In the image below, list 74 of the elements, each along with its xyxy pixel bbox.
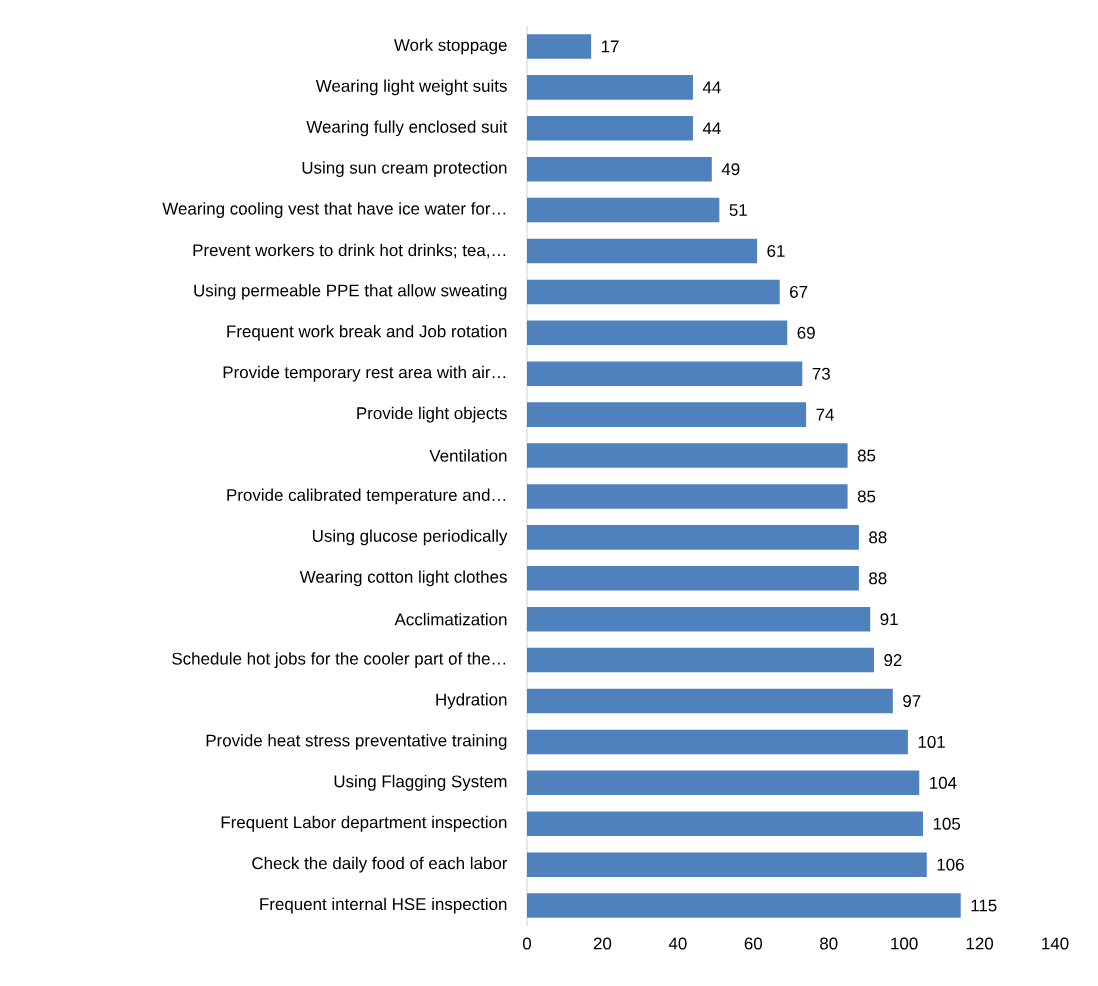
bar: [527, 729, 908, 755]
y-tick-label: Hydration: [436, 693, 507, 709]
y-tick-label: Ventilation: [429, 449, 507, 462]
bar: [527, 811, 924, 837]
data-label: 51: [729, 204, 747, 217]
data-label: 73: [812, 367, 830, 380]
y-tick-label: Wearing cooling vest that have ice water for…: [162, 202, 506, 218]
y-tick-label: Provide calibrated temperature and…: [227, 488, 506, 505]
x-tick-label: 80: [820, 937, 838, 950]
data-label: 85: [857, 449, 876, 462]
y-tick-label: Work stoppage: [393, 38, 507, 55]
bar: [527, 566, 859, 591]
data-label: 44: [702, 122, 721, 135]
x-tick-label: 0: [522, 937, 532, 950]
data-label: 91: [880, 613, 898, 626]
data-label: 69: [797, 326, 815, 339]
bar: [527, 852, 927, 877]
y-tick-label: Using sun cream protection: [302, 161, 507, 178]
bar: [527, 238, 758, 264]
bar: [527, 770, 920, 796]
bar: [527, 156, 712, 182]
bar: [527, 443, 848, 468]
data-label: 74: [816, 408, 834, 421]
y-tick-label: Frequent work break and Job rotation: [227, 324, 507, 341]
bar: [527, 361, 803, 386]
data-label: 106: [937, 858, 964, 871]
x-tick-label: 100: [891, 937, 918, 950]
y-tick-label: Wearing fully enclosed suit: [306, 120, 508, 137]
bar: [527, 484, 848, 509]
y-tick-label: Schedule hot jobs for the cooler part of the…: [172, 652, 506, 668]
y-tick-label: Using glucose periodically: [312, 529, 508, 546]
bar: [527, 116, 693, 141]
data-label: 61: [767, 245, 785, 257]
y-tick-label: Provide temporary rest area with air…: [223, 365, 506, 382]
data-label: 101: [918, 735, 945, 748]
bar: [527, 320, 788, 346]
data-label: 17: [601, 40, 619, 53]
x-tick-label: 20: [593, 937, 612, 950]
bar: [527, 197, 720, 223]
y-tick-label: Provide light objects: [357, 406, 507, 423]
data-label: 115: [971, 899, 997, 912]
data-label: 92: [884, 654, 902, 667]
bar: [527, 75, 693, 100]
bar: [527, 279, 780, 305]
data-label: 85: [857, 490, 876, 503]
y-tick-label: Wearing light weight suits: [315, 79, 507, 96]
bar: [527, 893, 961, 918]
bar: [527, 688, 893, 714]
y-tick-label: Wearing cotton light clothes: [299, 570, 507, 587]
y-tick-label: Check the daily food of each labor: [252, 856, 508, 873]
bar: [527, 34, 592, 59]
data-label: 67: [790, 285, 808, 298]
y-tick-label: Prevent workers to drink hot drinks; tea,…: [193, 243, 506, 259]
y-tick-label: Using permeable PPE that allow sweating: [194, 284, 507, 300]
data-label: 97: [903, 695, 921, 708]
x-tick-label: 120: [966, 937, 994, 950]
y-tick-label: Frequent Labor department inspection: [221, 815, 507, 832]
bar: [527, 402, 807, 427]
y-tick-label: Frequent internal HSE inspection: [260, 897, 507, 914]
data-label: 88: [869, 572, 887, 585]
data-label: 88: [869, 531, 887, 544]
bar: [527, 606, 871, 632]
y-tick-label: Acclimatization: [394, 612, 507, 626]
x-tick-label: 140: [1042, 937, 1069, 950]
data-label: 44: [702, 81, 721, 94]
data-label: 49: [721, 163, 740, 176]
y-tick-label: Provide heat stress preventative training: [206, 734, 507, 750]
data-label: 104: [930, 776, 957, 789]
bar: [527, 525, 859, 550]
bar: [527, 647, 874, 673]
x-tick-label: 40: [668, 937, 687, 950]
x-tick-label: 60: [744, 937, 763, 950]
data-label: 105: [933, 817, 961, 830]
y-tick-label: Using Flagging System: [334, 774, 507, 791]
